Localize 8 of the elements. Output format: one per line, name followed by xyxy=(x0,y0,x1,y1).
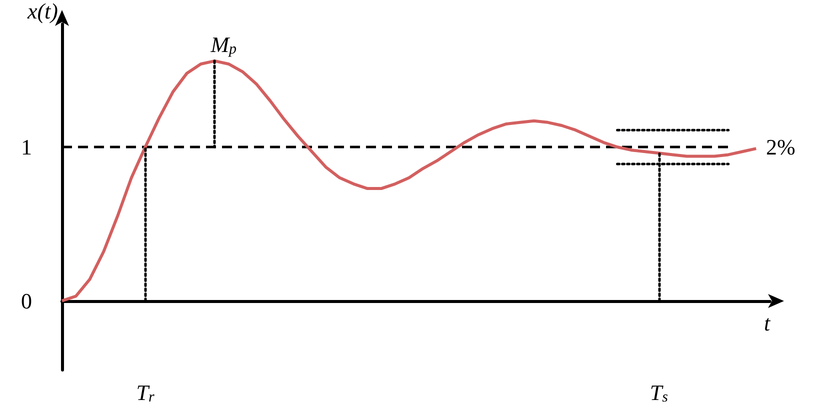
y-tick-label: 1 xyxy=(21,134,32,160)
annotation: Mp xyxy=(210,32,238,58)
y-tick-label: 0 xyxy=(21,288,32,314)
y-axis-title: x(t) xyxy=(26,0,58,24)
x-tick-label: Ts xyxy=(650,380,668,405)
x-axis-title: t xyxy=(764,310,771,336)
annotation: 2% xyxy=(766,134,796,160)
x-tick-label: Tr xyxy=(136,380,154,405)
